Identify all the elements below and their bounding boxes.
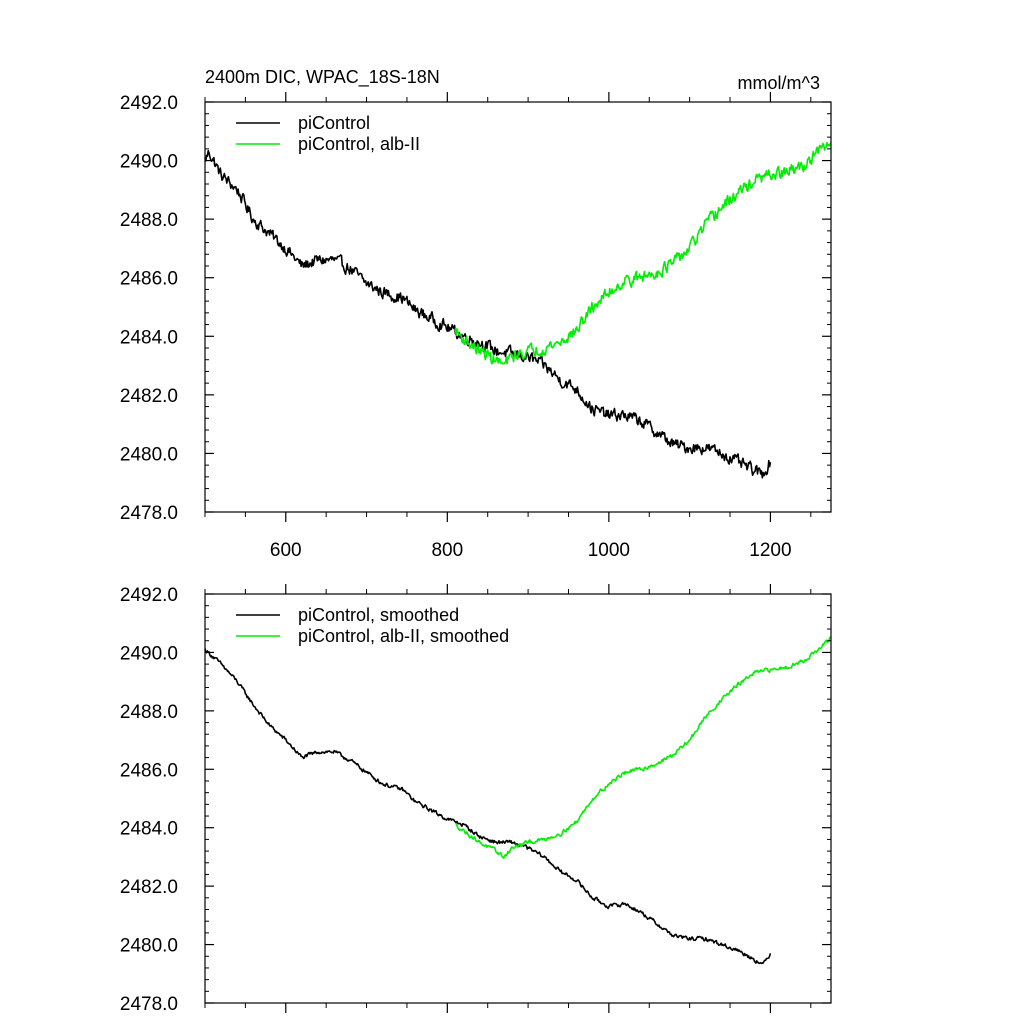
y-tick-label: 2480.0 [120,444,178,465]
bottom-panel: 2478.0 2480.0 2482.0 2484.0 2486.0 2488.0 2490… [120,584,832,1015]
series-line-picontrol [204,149,772,479]
series-line-picontrol-alb-ii-smoothed [455,636,832,859]
x-tick-label: 800 [431,540,463,561]
series-group [204,141,832,479]
legend-label-picontrol-smoothed: piControl, smoothed [298,605,459,625]
y-tick-label: 2488.0 [120,210,178,231]
y-tick-label: 2484.0 [120,819,178,840]
legend-label-picontrol-alb-ii-smoothed: piControl, alb-II, smoothed [298,626,509,646]
series-line-picontrol-smoothed [204,648,772,965]
y-tick-label: 2492.0 [120,93,178,114]
x-tick-label: 600 [270,540,302,561]
y-tick-label: 2486.0 [120,269,178,290]
y-tick-label: 2484.0 [120,327,178,348]
y-tick-label: 2480.0 [120,936,178,957]
x-tick-label: 1000 [588,540,630,561]
chart-title: 2400m DIC, WPAC_18S-18N [205,67,440,88]
units-label: mmol/m^3 [738,73,820,93]
y-tick-label: 2486.0 [120,760,178,781]
legend-label-picontrol: piControl [298,113,370,133]
legend-label-picontrol-alb-ii: piControl, alb-II [298,134,420,154]
y-tick-label: 2478.0 [120,994,178,1015]
y-tick-label: 2482.0 [120,386,178,407]
y-tick-label: 2490.0 [120,643,178,664]
series-group [204,636,832,965]
top-panel: 2478.0 2480.0 2482.0 2484.0 2486.0 2488.0 2490… [120,92,832,561]
y-tick-label: 2488.0 [120,702,178,723]
plot-frame [204,101,832,513]
x-tick-label: 1200 [749,540,791,561]
y-tick-label: 2492.0 [120,585,178,606]
y-tick-label: 2482.0 [120,877,178,898]
y-tick-label: 2478.0 [120,503,178,524]
series-line-picontrol-alb-ii [454,141,832,365]
plot-frame [204,593,832,1004]
y-tick-label: 2490.0 [120,152,178,173]
